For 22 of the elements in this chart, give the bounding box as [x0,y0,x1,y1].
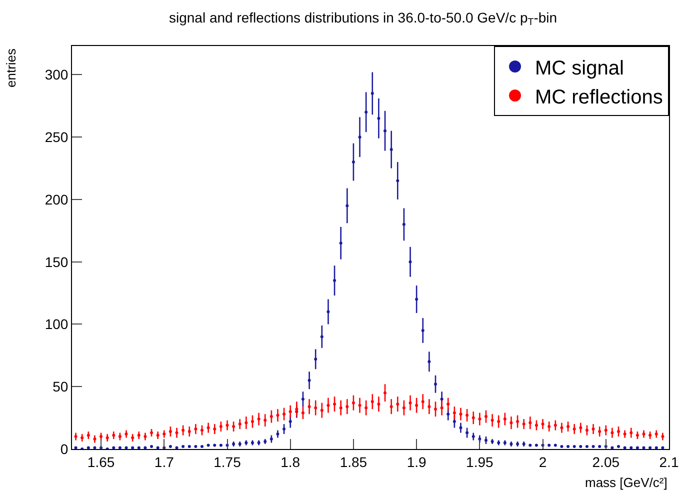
x-tick-label: 1.7 [154,454,174,470]
x-tick-label: 1.9 [406,454,427,470]
legend-label: MC reflections [535,86,663,108]
x-tick-label: 1.95 [466,454,494,470]
legend-label: MC signal [535,57,624,80]
x-tick-label: 2.05 [592,454,620,470]
y-tick-label: 0 [60,440,68,457]
y-tick-label: 100 [44,316,68,332]
y-tick-label: 200 [44,191,68,208]
y-tick-label: 250 [44,128,68,145]
x-tick-label: 2.1 [659,454,679,470]
x-tick-label: 1.65 [87,454,115,470]
x-tick-label: 1.75 [214,454,242,470]
y-tick-label: 150 [44,254,68,270]
x-tick-label: 1.8 [280,454,300,470]
x-axis-title: mass [GeV/c²] [585,475,668,490]
y-tick-label: 300 [44,66,68,83]
x-tick-label: 2 [538,454,547,470]
y-tick-label: 50 [52,378,68,395]
y-axis-title: entries [4,48,18,88]
chart-title: signal and reflections distributions in 36.0-to-50.0 GeV/c p$_{T}$-bin [168,9,558,28]
x-tick-label: 1.85 [340,454,368,470]
